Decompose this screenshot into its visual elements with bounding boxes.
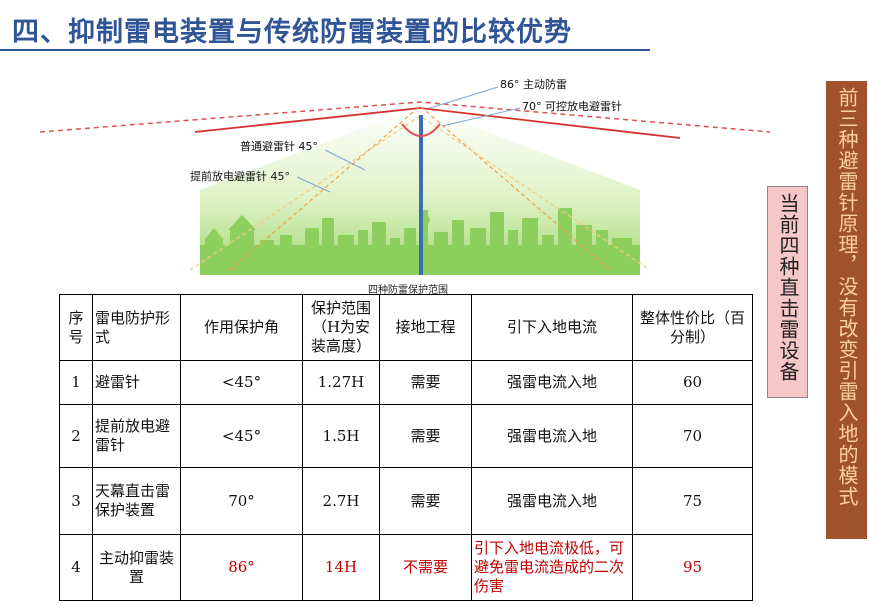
leader-early [296,176,331,193]
diagram-caption: 四种防雷保护范围 [368,285,448,296]
label-controllable-70: 70° 可控放电避雷针 [522,99,622,113]
cell-no: 2 [59,404,93,468]
header-range: 保护范围（H为安装高度） [302,294,380,361]
label-active-86: 86° 主动防雷 [500,77,567,91]
cell-angle: <45° [180,360,303,405]
page-title: 四、抑制雷电装置与传统防雷装置的比较优势 [12,17,572,48]
cell-score: 95 [632,534,753,601]
cell-range: 2.7H [302,467,380,535]
title-underline [0,49,650,51]
cell-current: 引下入地电流极低，可避免雷电流造成的二次伤害 [471,534,633,601]
range-line-70 [194,107,681,139]
label-ordinary-45: 普通避雷针 45° [240,139,318,153]
leader-ordinary [324,149,366,171]
cell-range: 1.27H [302,360,380,405]
table-header-row: 序号 雷电防护形式 作用保护角 保护范围（H为安装高度） 接地工程 引下入地电流… [59,294,753,361]
lightning-rod [419,115,423,275]
cell-no: 4 [59,534,93,601]
cell-ground: 需要 [379,467,472,535]
header-score: 整体性价比（百分制） [632,294,753,361]
cell-angle: 70° [180,467,303,535]
cell-ground: 需要 [379,404,472,468]
header-form: 雷电防护形式 [92,294,181,361]
header-angle: 作用保护角 [180,294,303,361]
table-row: 2 提前放电避雷针 <45° 1.5H 需要 强雷电流入地 70 [59,404,753,468]
protection-range-diagram: 86° 主动防雷 70° 可控放电避雷针 普通避雷针 45° 提前放电避雷针 4… [39,77,771,275]
side-note-principle: 前三种避雷针原理，没有改变引雷入地的模式 [826,81,867,539]
cell-current: 强雷电流入地 [471,467,633,535]
table-row: 3 天幕直击雷保护装置 70° 2.7H 需要 强雷电流入地 75 [59,467,753,535]
table-row-highlight: 4 主动抑雷装置 86° 14H 不需要 引下入地电流极低，可避免雷电流造成的二… [59,534,753,601]
cell-angle: <45° [180,404,303,468]
header-ground: 接地工程 [379,294,472,361]
table-row: 1 避雷针 <45° 1.27H 需要 强雷电流入地 60 [59,360,753,405]
comparison-table: 序号 雷电防护形式 作用保护角 保护范围（H为安装高度） 接地工程 引下入地电流… [59,294,753,601]
range-line-86 [39,101,771,133]
leader-86 [429,86,499,109]
rod-top-device [401,123,441,137]
cell-current: 强雷电流入地 [471,360,633,405]
cell-score: 75 [632,467,753,535]
cell-form: 提前放电避雷针 [92,404,181,468]
cell-no: 3 [59,467,93,535]
cell-form: 主动抑雷装置 [92,534,181,601]
header-current: 引下入地电流 [471,294,633,361]
cell-angle: 86° [180,534,303,601]
cell-score: 60 [632,360,753,405]
cell-no: 1 [59,360,93,405]
cell-range: 14H [302,534,380,601]
cell-ground: 需要 [379,360,472,405]
cell-form: 避雷针 [92,360,181,405]
side-note-current-devices: 当前四种直击雷设备 [767,186,808,398]
cell-ground: 不需要 [379,534,472,601]
label-early-streamer-45: 提前放电避雷针 45° [190,169,290,183]
cell-range: 1.5H [302,404,380,468]
leader-70 [441,107,521,127]
cell-form: 天幕直击雷保护装置 [92,467,181,535]
cell-score: 70 [632,404,753,468]
cell-current: 强雷电流入地 [471,404,633,468]
header-no: 序号 [59,294,93,361]
